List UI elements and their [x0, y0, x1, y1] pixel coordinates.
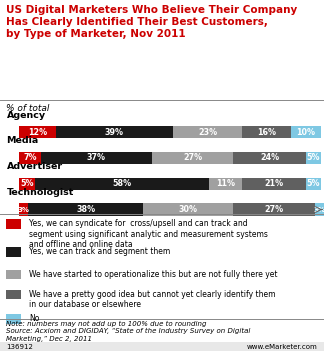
Bar	[0, 342, 324, 351]
Text: 16%: 16%	[257, 128, 276, 137]
Text: US Digital Marketers Who Believe Their Company
Has Clearly Identified Their Best: US Digital Marketers Who Believe Their C…	[6, 5, 298, 39]
Text: 21%: 21%	[264, 179, 284, 188]
Text: 7%: 7%	[23, 153, 37, 163]
Bar	[306, 152, 321, 164]
Text: We have a pretty good idea but cannot yet clearly identify them
in our database : We have a pretty good idea but cannot ye…	[29, 290, 276, 309]
Text: 5%: 5%	[20, 179, 34, 188]
Text: % of total: % of total	[6, 104, 50, 113]
Text: Technologist: Technologist	[6, 188, 74, 197]
Text: 3%: 3%	[18, 206, 30, 213]
Bar	[6, 290, 21, 299]
Bar	[315, 204, 324, 216]
Bar	[19, 178, 34, 190]
Text: We have started to operationalize this but are not fully there yet: We have started to operationalize this b…	[29, 270, 278, 279]
Text: 10%: 10%	[296, 128, 315, 137]
Bar	[29, 204, 143, 216]
Bar	[40, 152, 152, 164]
Text: 39%: 39%	[105, 128, 124, 137]
Text: 27%: 27%	[264, 205, 284, 214]
Bar	[143, 204, 233, 216]
Bar	[6, 247, 21, 257]
Text: 30%: 30%	[179, 205, 198, 214]
Bar	[19, 152, 40, 164]
Text: Media: Media	[6, 136, 39, 145]
Text: 136912: 136912	[6, 344, 33, 350]
Text: 5%: 5%	[307, 153, 320, 163]
Bar	[291, 126, 321, 138]
Text: 24%: 24%	[260, 153, 279, 163]
Bar	[152, 152, 233, 164]
Text: 23%: 23%	[198, 128, 217, 137]
Text: 11%: 11%	[216, 179, 235, 188]
Bar	[173, 126, 242, 138]
Bar	[233, 152, 306, 164]
Bar	[19, 126, 56, 138]
Text: 58%: 58%	[112, 179, 132, 188]
Bar	[306, 178, 321, 190]
Bar	[56, 126, 173, 138]
Bar	[6, 314, 21, 324]
Text: Yes, we can syndicate for  cross/upsell and can track and
segment using signific: Yes, we can syndicate for cross/upsell a…	[29, 219, 268, 249]
Bar	[242, 178, 306, 190]
Bar	[6, 270, 21, 279]
Text: www.eMarketer.com: www.eMarketer.com	[247, 344, 318, 350]
Bar	[242, 126, 291, 138]
Text: 37%: 37%	[87, 153, 106, 163]
Text: Agency: Agency	[6, 111, 46, 120]
Text: Yes, we can track and segment them: Yes, we can track and segment them	[29, 247, 170, 257]
Text: No: No	[29, 314, 40, 323]
Text: Advertiser: Advertiser	[6, 162, 63, 171]
Bar	[233, 204, 315, 216]
Bar	[6, 219, 21, 229]
Bar	[19, 204, 29, 216]
Text: 3%: 3%	[313, 206, 324, 213]
Text: 5%: 5%	[307, 179, 320, 188]
Bar	[34, 178, 209, 190]
Bar	[209, 178, 242, 190]
Text: 27%: 27%	[183, 153, 202, 163]
Text: 12%: 12%	[28, 128, 47, 137]
Text: Note: numbers may not add up to 100% due to rounding
Source: Acxiom and DIGIDAY,: Note: numbers may not add up to 100% due…	[6, 321, 251, 342]
Text: 38%: 38%	[76, 205, 95, 214]
